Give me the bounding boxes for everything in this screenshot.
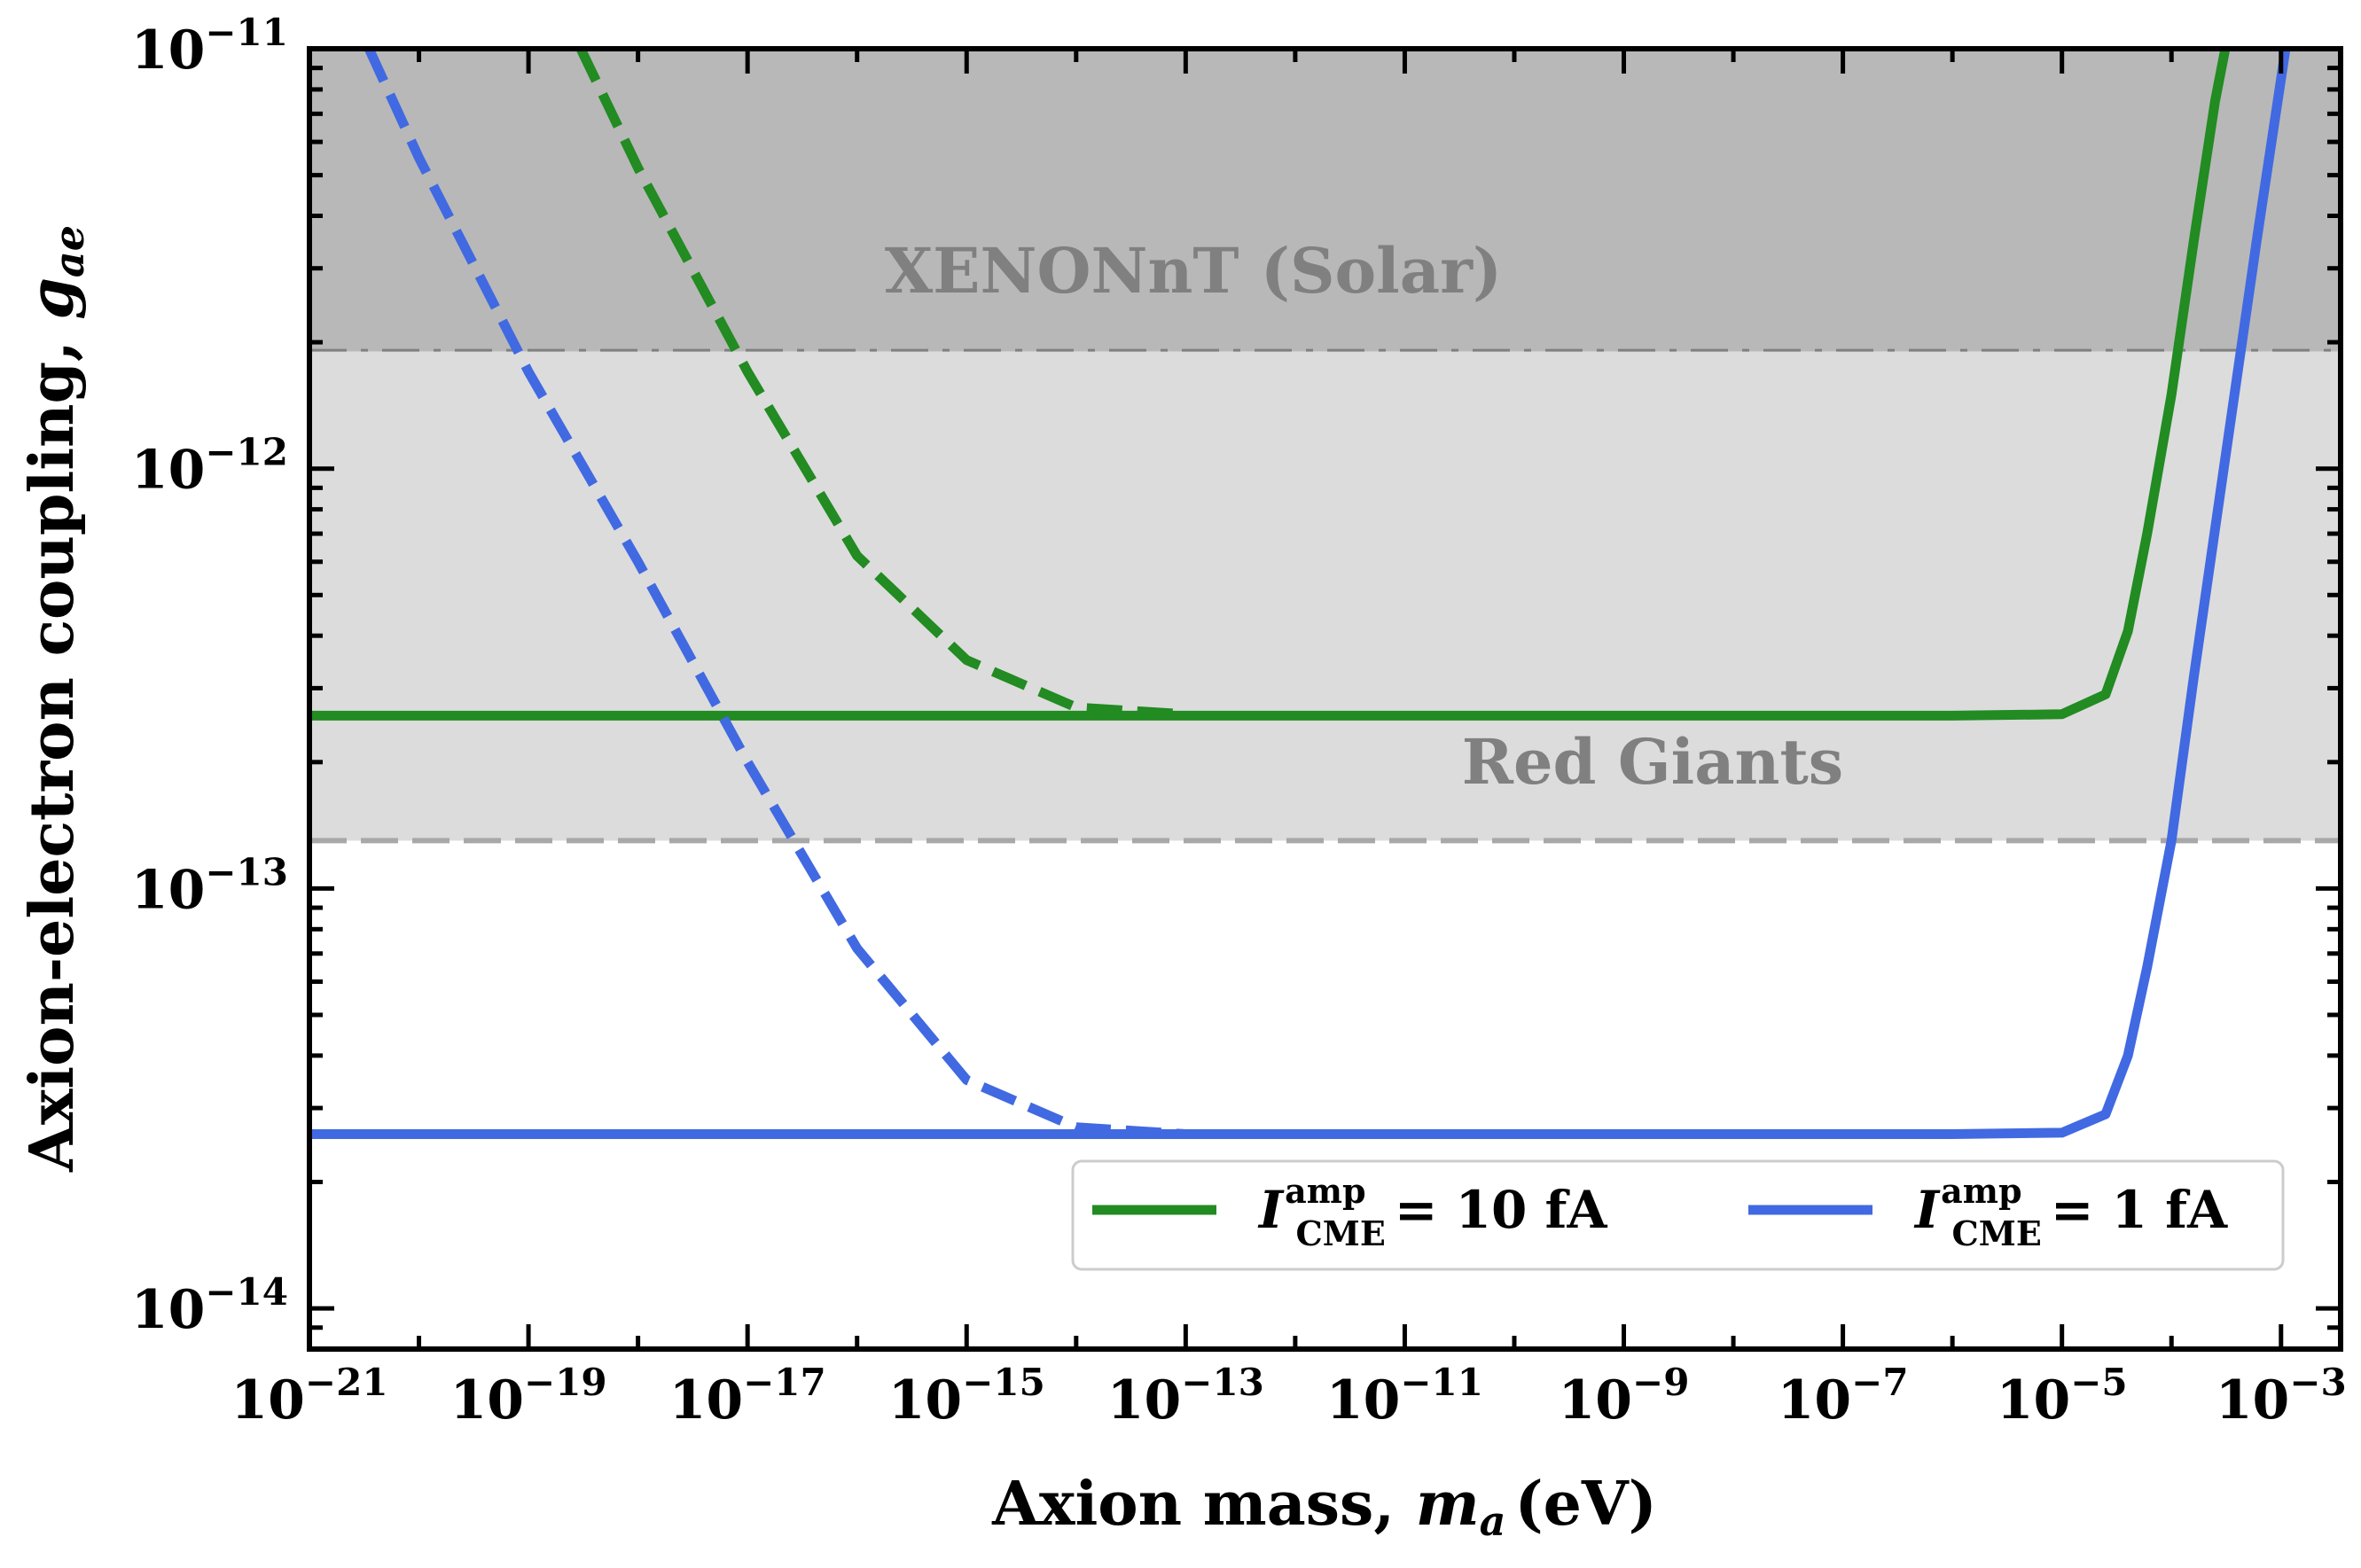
plot-frame [307,46,2343,1352]
x-tick-label: 10−9 [1559,1361,1690,1431]
y-tick-label: 10−13 [131,850,288,921]
x-tick-label: 10−7 [1778,1361,1909,1431]
x-tick-label: 10−3 [2216,1361,2347,1431]
series-1-dashed-curve [364,49,1186,1139]
axis-ticks [307,46,2341,1352]
legend: Iamp CME = 10 fA Iamp CME = 1 fA [1071,1159,2285,1271]
x-tick-label: 10−21 [231,1361,387,1431]
series-0-dashed-curve [576,49,1186,720]
x-tick-label: 10−5 [1997,1361,2128,1431]
x-tick-label: 10−13 [1107,1361,1264,1431]
series-0-solid-curve [309,49,2231,721]
x-tick-label: 10−15 [888,1361,1045,1431]
region-label-1: Red Giants [1462,725,1843,799]
legend-label-10fa: Iamp CME = 10 fA [1257,1171,1607,1253]
y-axis-label: Axion-electron coupling, gae [17,225,93,1173]
y-tick-label: 10−12 [131,431,288,502]
x-axis-label: Axion mass, ma (eV) [991,1469,1657,1545]
x-tick-label: 10−19 [450,1361,607,1431]
legend-label-1fa: Iamp CME = 1 fA [1913,1171,2228,1253]
region-labels: XENONnT (Solar) Red Giants [885,234,1843,799]
x-tick-label: 10−17 [669,1361,826,1431]
legend-box [1071,1159,2285,1271]
sensitivity-curves [309,49,2291,1139]
region-label-0: XENONnT (Solar) [885,234,1502,308]
region-band-0 [309,49,2341,352]
y-tick-label: 10−14 [131,1270,288,1341]
region-band-1 [309,351,2341,841]
x-tick-label: 10−11 [1326,1361,1483,1431]
y-tick-label: 10−11 [131,11,288,82]
excluded-regions [309,49,2341,844]
tick-labels: 10−21 10−19 10−17 10−15 10−13 10−11 10−9 10−7 10… [131,11,2347,1431]
series-1-solid-curve [309,49,2291,1139]
